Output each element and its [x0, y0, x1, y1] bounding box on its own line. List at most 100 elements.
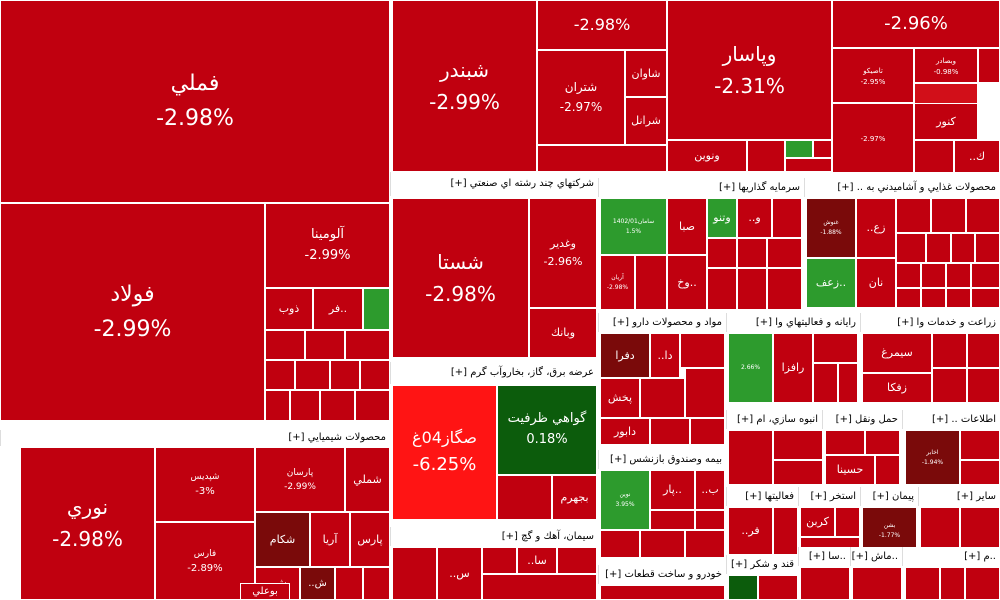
stock-tile[interactable]: بجهرم — [552, 475, 597, 520]
stock-tile[interactable] — [967, 368, 1000, 403]
stock-tile[interactable] — [800, 567, 850, 600]
sector-header[interactable]: زراعت و خدمات وا [+] — [860, 313, 1000, 332]
stock-tile[interactable] — [680, 333, 725, 368]
stock-tile[interactable] — [931, 198, 966, 233]
stock-tile[interactable] — [772, 198, 802, 238]
stock-tile[interactable] — [946, 288, 971, 308]
stock-tile[interactable] — [265, 360, 295, 390]
sector-header[interactable]: استخر [+] — [798, 487, 860, 506]
sector-header[interactable]: بيمه وصندوق بازنشس [+] — [598, 450, 726, 469]
stock-tile[interactable] — [960, 430, 1000, 460]
stock-tile[interactable]: ذوب — [265, 288, 313, 330]
stock-tile[interactable] — [537, 145, 667, 172]
stock-tile[interactable] — [896, 288, 921, 308]
stock-tile[interactable] — [685, 530, 725, 558]
stock-tile[interactable]: صگاز04غ -6.25% — [392, 385, 497, 520]
sector-header[interactable]: رايانه و فعاليتهاي وا [+] — [726, 313, 860, 332]
stock-tile[interactable] — [813, 363, 838, 403]
stock-tile[interactable] — [635, 255, 667, 310]
stock-tile[interactable] — [785, 140, 813, 158]
sector-header[interactable]: شركتهاي چند رشته اي صنعتي [+] — [390, 172, 598, 196]
stock-tile[interactable] — [600, 530, 640, 558]
stock-tile[interactable] — [305, 330, 345, 360]
sector-header[interactable]: فعاليتها [+] — [726, 487, 798, 506]
stock-tile[interactable]: كنور — [914, 103, 978, 140]
stock-tile[interactable]: وبصادر -0.98% — [914, 48, 978, 83]
stock-tile[interactable]: نوري -2.98% — [20, 447, 155, 600]
stock-tile[interactable]: غنوش -1.88% — [806, 198, 856, 258]
stock-tile[interactable] — [940, 567, 965, 600]
stock-tile[interactable]: سامان1402/01 1.5% — [600, 198, 667, 255]
stock-tile[interactable] — [265, 330, 305, 360]
stock-tile[interactable]: آريا — [310, 512, 350, 567]
stock-tile[interactable]: فولاد -2.99% — [0, 203, 265, 421]
stock-tile[interactable] — [975, 233, 1000, 263]
stock-tile[interactable] — [265, 390, 290, 421]
stock-tile[interactable] — [295, 360, 330, 390]
stock-tile[interactable]: ..دا — [650, 333, 680, 378]
stock-tile[interactable] — [650, 418, 690, 445]
stock-tile[interactable]: صبا — [667, 198, 707, 255]
stock-tile[interactable] — [640, 378, 685, 418]
stock-tile[interactable]: 2.66% — [728, 333, 773, 403]
stock-tile[interactable] — [392, 547, 437, 600]
stock-tile[interactable]: آلومينا -2.99% — [265, 203, 390, 288]
stock-tile[interactable]: شستا -2.98% — [392, 198, 529, 358]
stock-tile[interactable]: ..ب — [695, 470, 725, 510]
stock-tile[interactable]: ..سا — [517, 547, 557, 574]
sector-header[interactable]: حمل ونقل [+] — [822, 410, 902, 429]
sector-header[interactable]: ساير [+] — [918, 487, 1000, 506]
stock-tile[interactable] — [320, 390, 355, 421]
stock-tile[interactable]: شتران -2.97% — [537, 50, 625, 145]
sector-header[interactable]: پيمان [+] — [860, 487, 918, 506]
stock-tile[interactable] — [482, 547, 517, 574]
stock-tile[interactable] — [896, 263, 921, 288]
stock-tile[interactable] — [965, 567, 1000, 600]
sector-header[interactable]: عرضه برق، گاز، بخاروآب گرم [+] — [390, 362, 598, 384]
stock-tile[interactable] — [355, 390, 390, 421]
sector-header[interactable]: سرمايه گذاريها [+] — [598, 178, 804, 197]
stock-tile[interactable] — [896, 233, 926, 263]
stock-tile[interactable]: اخابر -1.94% — [905, 430, 960, 485]
stock-tile[interactable]: رافزا — [773, 333, 813, 403]
stock-tile[interactable] — [758, 575, 798, 600]
stock-tile[interactable] — [785, 158, 832, 172]
stock-tile[interactable]: وتنو — [707, 198, 737, 238]
stock-tile[interactable]: آريان -2.98% — [600, 255, 635, 310]
stock-tile[interactable] — [967, 333, 1000, 368]
stock-tile[interactable] — [345, 330, 390, 360]
stock-tile[interactable] — [695, 510, 725, 530]
stock-tile[interactable] — [773, 507, 798, 555]
stock-tile[interactable] — [813, 333, 858, 363]
sector-header[interactable]: انبوه سازي، ام [+] — [726, 410, 822, 429]
stock-tile[interactable]: شپديس -3% — [155, 447, 255, 522]
stock-tile[interactable]: شرانل — [625, 97, 667, 145]
stock-tile[interactable]: سيمرغ — [862, 333, 932, 373]
stock-tile[interactable] — [971, 263, 1000, 288]
stock-tile[interactable] — [737, 238, 767, 268]
sector-header[interactable]: محصولات شيميايي [+] — [0, 430, 390, 446]
stock-tile[interactable] — [932, 368, 967, 403]
stock-tile[interactable]: وخ.. — [667, 255, 707, 310]
stock-tile[interactable] — [690, 418, 725, 445]
stock-tile[interactable] — [497, 475, 552, 520]
stock-tile[interactable] — [966, 198, 1000, 233]
stock-tile[interactable] — [825, 430, 865, 455]
stock-tile[interactable]: زفكا — [862, 373, 932, 403]
sector-header[interactable]: محصولات غذايي و آشاميدني به .. [+] — [804, 178, 1000, 197]
sector-header[interactable]: خودرو و ساخت قطعات [+] — [598, 565, 726, 584]
stock-tile[interactable] — [728, 430, 773, 485]
stock-tile[interactable]: زعف.. — [806, 258, 856, 308]
stock-tile[interactable]: -2.98% — [537, 0, 667, 50]
stock-tile[interactable] — [707, 268, 737, 310]
stock-tile[interactable]: ..زع — [856, 198, 896, 258]
stock-tile[interactable] — [921, 263, 946, 288]
stock-tile[interactable] — [747, 140, 785, 172]
stock-tile[interactable] — [335, 567, 363, 600]
stock-tile[interactable] — [875, 455, 900, 485]
sector-header[interactable]: ..ماش [+] — [850, 547, 902, 566]
stock-tile[interactable] — [926, 233, 951, 263]
sector-header[interactable]: اطلاعات .. [+] — [902, 410, 1000, 429]
stock-tile[interactable]: كربن — [800, 507, 835, 537]
stock-tile[interactable] — [852, 567, 902, 600]
